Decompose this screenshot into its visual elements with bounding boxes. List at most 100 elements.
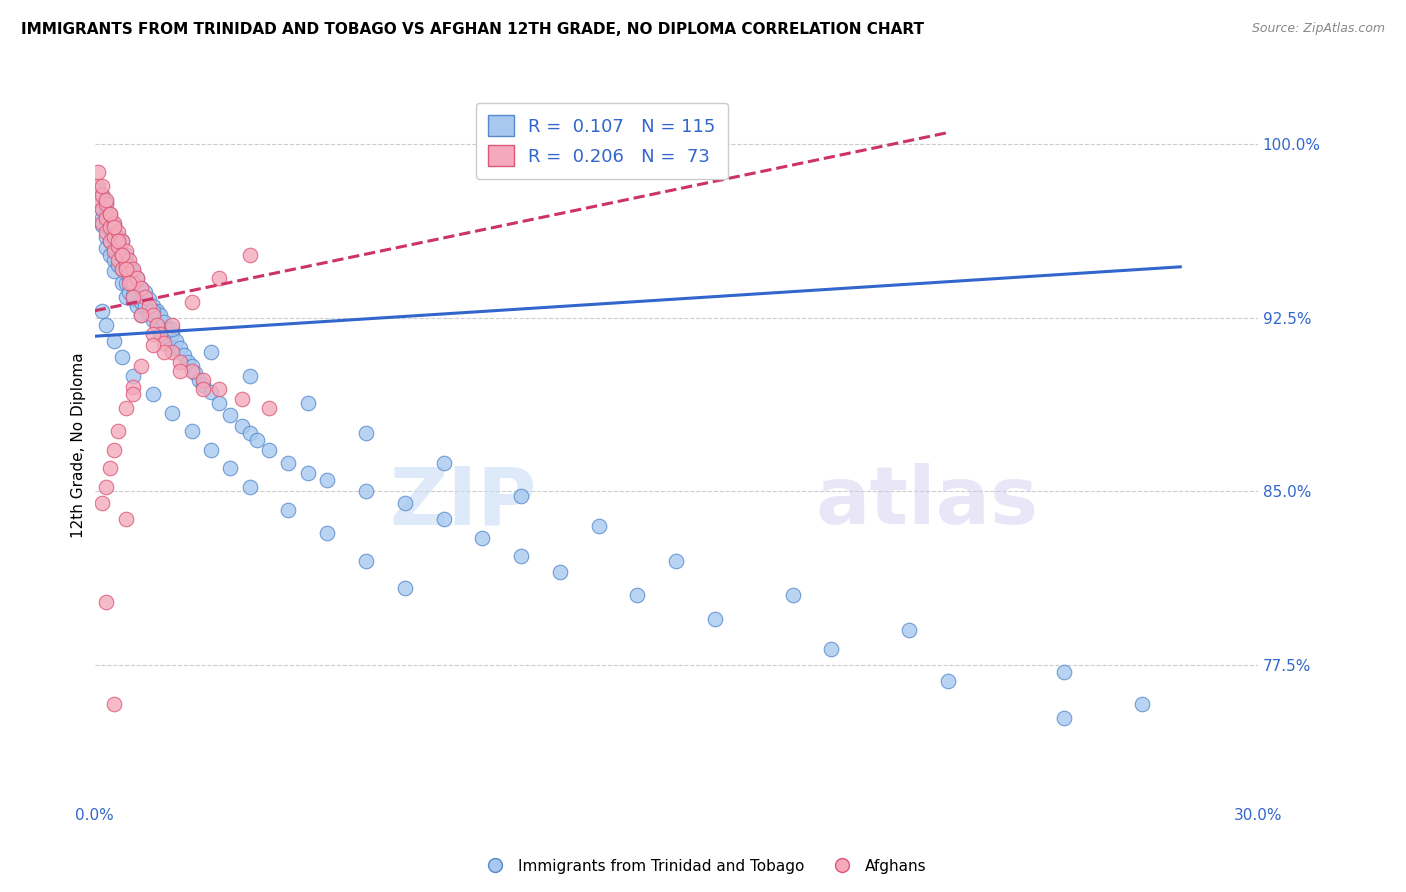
- Point: [111, 248, 134, 262]
- Point: [103, 229, 125, 244]
- Point: [191, 373, 214, 387]
- Point: [138, 299, 160, 313]
- Point: [432, 512, 454, 526]
- Point: [103, 442, 125, 457]
- Point: [142, 303, 165, 318]
- Point: [98, 220, 121, 235]
- Point: [127, 271, 149, 285]
- Point: [118, 267, 141, 281]
- Legend: R =  0.107   N = 115, R =  0.206   N =  73: R = 0.107 N = 115, R = 0.206 N = 73: [475, 103, 728, 178]
- Point: [239, 368, 262, 383]
- Point: [510, 489, 533, 503]
- Point: [129, 309, 152, 323]
- Point: [114, 290, 136, 304]
- Point: [96, 241, 118, 255]
- Point: [118, 258, 141, 272]
- Point: [98, 206, 121, 220]
- Point: [87, 165, 110, 179]
- Point: [160, 406, 183, 420]
- Point: [107, 235, 129, 249]
- Point: [134, 285, 156, 300]
- Point: [394, 496, 416, 510]
- Point: [114, 258, 136, 272]
- Point: [111, 235, 134, 249]
- Point: [103, 697, 125, 711]
- Point: [138, 292, 160, 306]
- Point: [107, 241, 129, 255]
- Point: [782, 588, 804, 602]
- Point: [200, 384, 222, 399]
- Point: [153, 315, 176, 329]
- Text: IMMIGRANTS FROM TRINIDAD AND TOBAGO VS AFGHAN 12TH GRADE, NO DIPLOMA CORRELATION: IMMIGRANTS FROM TRINIDAD AND TOBAGO VS A…: [21, 22, 924, 37]
- Point: [107, 229, 129, 244]
- Point: [114, 401, 136, 415]
- Point: [219, 461, 242, 475]
- Point: [219, 408, 242, 422]
- Point: [122, 368, 145, 383]
- Point: [246, 434, 269, 448]
- Point: [111, 248, 134, 262]
- Point: [169, 364, 191, 378]
- Point: [107, 424, 129, 438]
- Point: [129, 294, 152, 309]
- Y-axis label: 12th Grade, No Diploma: 12th Grade, No Diploma: [72, 352, 86, 538]
- Text: ZIP: ZIP: [389, 463, 537, 541]
- Point: [169, 341, 191, 355]
- Point: [149, 322, 172, 336]
- Point: [103, 216, 125, 230]
- Point: [200, 345, 222, 359]
- Point: [153, 329, 176, 343]
- Text: Source: ZipAtlas.com: Source: ZipAtlas.com: [1251, 22, 1385, 36]
- Point: [98, 206, 121, 220]
- Point: [114, 262, 136, 277]
- Point: [160, 341, 183, 355]
- Point: [96, 229, 118, 244]
- Point: [127, 285, 149, 300]
- Point: [354, 426, 377, 441]
- Point: [129, 280, 152, 294]
- Point: [122, 278, 145, 293]
- Point: [208, 271, 231, 285]
- Point: [184, 366, 207, 380]
- Point: [180, 359, 202, 374]
- Point: [134, 299, 156, 313]
- Point: [936, 673, 959, 688]
- Point: [138, 306, 160, 320]
- Point: [176, 354, 198, 368]
- Point: [114, 276, 136, 290]
- Point: [208, 383, 231, 397]
- Point: [297, 466, 319, 480]
- Point: [103, 229, 125, 244]
- Point: [91, 218, 114, 232]
- Point: [118, 276, 141, 290]
- Point: [354, 484, 377, 499]
- Point: [98, 235, 121, 249]
- Legend: Immigrants from Trinidad and Tobago, Afghans: Immigrants from Trinidad and Tobago, Afg…: [474, 853, 932, 880]
- Point: [257, 401, 280, 415]
- Point: [103, 244, 125, 258]
- Point: [142, 313, 165, 327]
- Point: [231, 419, 253, 434]
- Point: [111, 350, 134, 364]
- Point: [122, 292, 145, 306]
- Point: [111, 276, 134, 290]
- Text: atlas: atlas: [815, 463, 1039, 541]
- Point: [96, 195, 118, 210]
- Point: [87, 184, 110, 198]
- Point: [149, 326, 172, 341]
- Point: [548, 566, 571, 580]
- Point: [111, 262, 134, 277]
- Point: [98, 248, 121, 262]
- Point: [200, 442, 222, 457]
- Point: [297, 396, 319, 410]
- Point: [354, 554, 377, 568]
- Point: [98, 211, 121, 226]
- Point: [208, 396, 231, 410]
- Point: [96, 197, 118, 211]
- Point: [87, 178, 110, 193]
- Point: [107, 225, 129, 239]
- Point: [91, 202, 114, 216]
- Point: [114, 262, 136, 277]
- Point: [160, 345, 183, 359]
- Point: [111, 235, 134, 249]
